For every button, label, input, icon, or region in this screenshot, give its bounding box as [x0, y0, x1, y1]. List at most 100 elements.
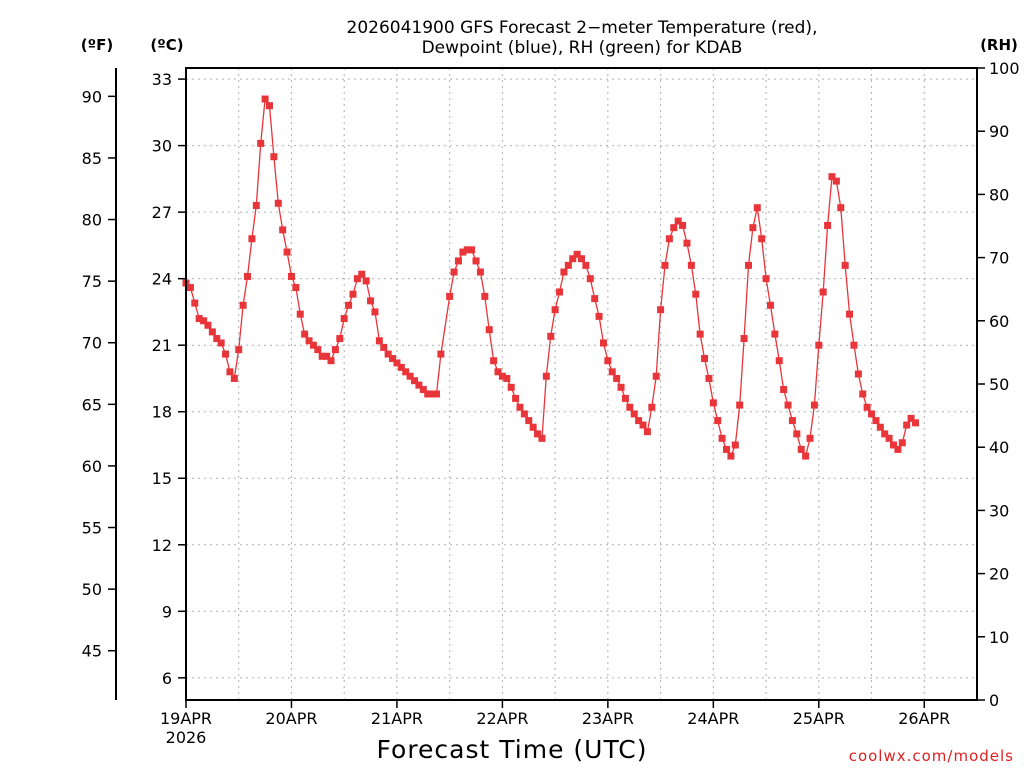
temperature-point [371, 308, 379, 316]
temperature-point [534, 430, 542, 438]
rh-tick-label: 20 [989, 565, 1009, 584]
temperature-point [881, 430, 889, 438]
temperature-point [424, 390, 432, 398]
temperature-point [643, 428, 651, 436]
temperature-point [380, 343, 388, 351]
temperature-point [648, 403, 656, 411]
temperature-point [744, 261, 752, 269]
x-tick-label: 25APR [793, 709, 845, 728]
temperature-point [397, 363, 405, 371]
temperature-point [353, 275, 361, 283]
temperature-point [270, 153, 278, 161]
x-axis-title: Forecast Time (UTC) [377, 735, 648, 764]
temperature-point [292, 284, 300, 292]
temperature-point [911, 419, 919, 427]
temperature-point [498, 372, 506, 380]
temperature-point [591, 295, 599, 303]
temperature-point [714, 417, 722, 425]
x-tick-label: 23APR [582, 709, 634, 728]
rh-tick-label: 90 [989, 122, 1009, 141]
temperature-point [758, 235, 766, 243]
temperature-point [850, 341, 858, 349]
temperature-point [485, 326, 493, 334]
x-tick-label: 24APR [687, 709, 739, 728]
temperature-point [279, 226, 287, 234]
temperature-point [692, 290, 700, 298]
temperature-point [186, 284, 194, 292]
temperature-point [463, 246, 471, 254]
temperature-point [283, 248, 291, 256]
temperature-point [753, 204, 761, 212]
temperature-point [525, 417, 533, 425]
temperature-point [894, 445, 902, 453]
temperature-point [586, 275, 594, 283]
temperature-point [490, 357, 498, 365]
temperature-point [793, 430, 801, 438]
fahrenheit-tick-label: 80 [82, 211, 102, 230]
temperature-point [771, 330, 779, 338]
temperature-point [367, 297, 375, 305]
temperature-point [863, 403, 871, 411]
temperature-point [437, 350, 445, 358]
temperature-point [727, 452, 735, 460]
temperature-point [670, 224, 678, 232]
temperature-point [661, 261, 669, 269]
temperature-point [621, 394, 629, 402]
temperature-point [736, 401, 744, 409]
celsius-tick-label: 27 [152, 203, 172, 222]
temperature-point [859, 390, 867, 398]
temperature-point [204, 321, 212, 329]
temperature-point [538, 434, 546, 442]
temperature-point [608, 368, 616, 376]
temperature-point [657, 306, 665, 314]
temperature-point [222, 350, 230, 358]
temperature-point [454, 257, 462, 265]
temperature-point [547, 332, 555, 340]
temperature-point [617, 383, 625, 391]
temperature-point [718, 434, 726, 442]
temperature-point [674, 217, 682, 225]
temperature-point [802, 452, 810, 460]
temperature-point [331, 346, 339, 354]
temperature-point [687, 261, 695, 269]
fahrenheit-tick-label: 60 [82, 457, 102, 476]
temperature-point [542, 372, 550, 380]
temperature-point [876, 423, 884, 431]
x-tick-sublabel: 2026 [166, 728, 207, 747]
temperature-point [244, 272, 252, 280]
temperature-point [578, 255, 585, 263]
temperature-point [832, 177, 840, 185]
temperature-point [349, 290, 357, 298]
rh-unit-label: (RH) [980, 36, 1018, 54]
temperature-point [358, 270, 366, 278]
fahrenheit-tick-label: 50 [82, 580, 102, 599]
temperature-point [411, 377, 419, 385]
temperature-point [815, 341, 823, 349]
fahrenheit-unit-label: (ºF) [81, 36, 113, 54]
x-tick-label: 20APR [265, 709, 317, 728]
temperature-point [854, 370, 862, 378]
temperature-point [287, 272, 295, 280]
temperature-point [191, 299, 199, 307]
rh-tick-label: 10 [989, 628, 1009, 647]
temperature-point [613, 374, 621, 382]
chart-title-line-2: Dewpoint (blue), RH (green) for KDAB [422, 38, 743, 58]
rh-tick-label: 0 [989, 691, 999, 710]
temperature-point [903, 421, 911, 429]
temperature-point [476, 268, 484, 276]
celsius-tick-label: 18 [152, 403, 172, 422]
temperature-point [797, 445, 805, 453]
temperature-point [819, 288, 827, 296]
temperature-point [393, 359, 401, 367]
temperature-point [665, 235, 673, 243]
temperature-point [806, 434, 814, 442]
temperature-point [529, 423, 537, 431]
temperature-point [239, 301, 247, 309]
temperature-point [257, 139, 265, 147]
grid [186, 68, 977, 700]
temperature-point [709, 399, 717, 407]
temperature-point [573, 250, 581, 258]
fahrenheit-tick-label: 55 [82, 519, 102, 538]
temperature-point [309, 341, 317, 349]
